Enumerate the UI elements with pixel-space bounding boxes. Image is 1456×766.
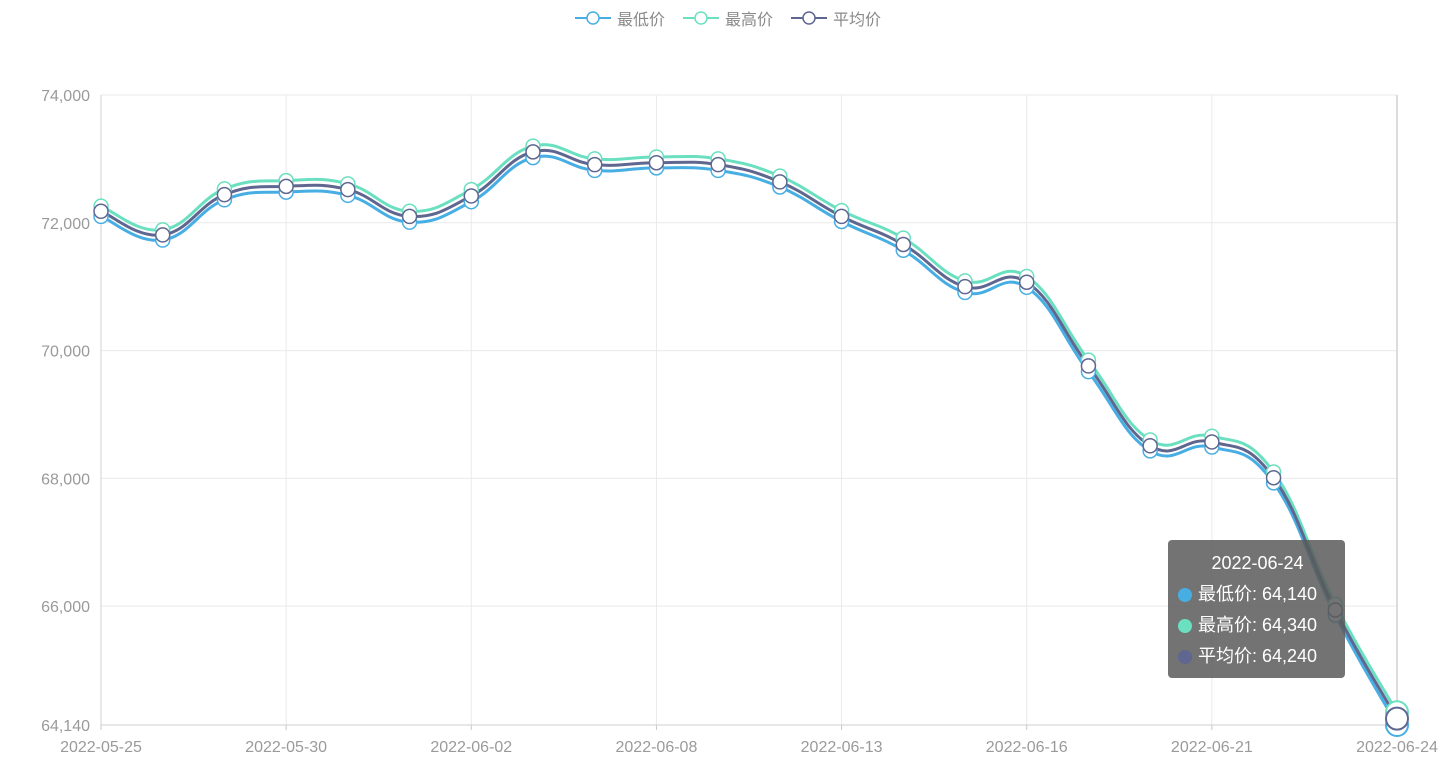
legend-line-circle-icon [682, 11, 719, 25]
data-point[interactable] [340, 181, 356, 198]
y-tick-label: 64,140 [41, 718, 90, 735]
data-point[interactable] [895, 236, 912, 253]
legend-label: 平均价 [833, 12, 882, 29]
x-tick-label: 2022-06-24 [1356, 739, 1438, 756]
y-tick-label: 70,000 [41, 344, 90, 361]
tooltip-row-text: 最低价: 64,140 [1198, 584, 1318, 604]
data-point[interactable] [278, 178, 294, 195]
legend-item-low[interactable]: 最低价 [574, 6, 665, 30]
data-point[interactable] [1204, 434, 1220, 450]
tooltip-row-avg: 平均价: 64,240 [1178, 641, 1337, 672]
data-point[interactable] [93, 203, 109, 220]
data-point[interactable] [463, 188, 480, 204]
legend: 最低价 最高价 平均价 [0, 6, 1456, 30]
y-tick-label: 68,000 [41, 471, 90, 488]
tooltip-row-low: 最低价: 64,140 [1178, 579, 1337, 610]
data-point[interactable] [525, 144, 541, 160]
data-point[interactable] [710, 156, 726, 173]
legend-item-avg[interactable]: 平均价 [791, 6, 881, 30]
data-point[interactable] [1385, 706, 1409, 731]
series-dot-icon [1178, 618, 1192, 633]
x-tick-label: 2022-05-25 [60, 739, 142, 756]
data-point[interactable] [772, 174, 788, 190]
series-dot-icon [1178, 649, 1192, 664]
x-tick-label: 2022-06-08 [616, 739, 698, 756]
data-point[interactable] [154, 227, 171, 243]
data-point[interactable] [401, 208, 418, 225]
tooltip-row-text: 平均价: 64,240 [1198, 646, 1318, 666]
legend-label: 最低价 [616, 12, 665, 29]
tooltip-title: 2022-06-24 [1211, 553, 1304, 573]
legend-line-circle-icon [791, 11, 827, 25]
data-point[interactable] [586, 156, 603, 173]
data-point[interactable] [957, 278, 973, 295]
data-point[interactable] [1018, 274, 1035, 290]
legend-item-high[interactable]: 最高价 [682, 6, 773, 30]
tooltip: 2022-06-24 最低价: 64,140 最高价: 64,340 平均价: … [1168, 540, 1345, 678]
legend-label: 最高价 [724, 12, 773, 29]
y-tick-label: 72,000 [41, 216, 90, 233]
x-tick-label: 2022-06-16 [986, 739, 1068, 756]
tooltip-row-high: 最高价: 64,340 [1178, 610, 1337, 641]
y-tick-label: 66,000 [41, 599, 90, 616]
tooltip-row-text: 最高价: 64,340 [1198, 615, 1318, 635]
x-tick-label: 2022-06-21 [1171, 739, 1253, 756]
data-point[interactable] [1265, 469, 1282, 486]
data-point[interactable] [648, 154, 665, 171]
x-tick-label: 2022-05-30 [245, 739, 327, 756]
legend-line-circle-icon [574, 11, 611, 25]
tick-labels: 64,140 66,000 68,000 70,000 72,000 74,000 2022… [41, 88, 1438, 756]
series-dot-icon [1178, 587, 1192, 602]
data-point[interactable] [1080, 358, 1097, 374]
data-point[interactable] [1142, 438, 1158, 454]
data-point[interactable] [216, 186, 233, 203]
x-tick-label: 2022-06-02 [430, 739, 512, 756]
data-point[interactable] [833, 208, 850, 225]
x-tick-label: 2022-06-13 [801, 739, 883, 756]
y-tick-label: 74,000 [41, 88, 90, 105]
